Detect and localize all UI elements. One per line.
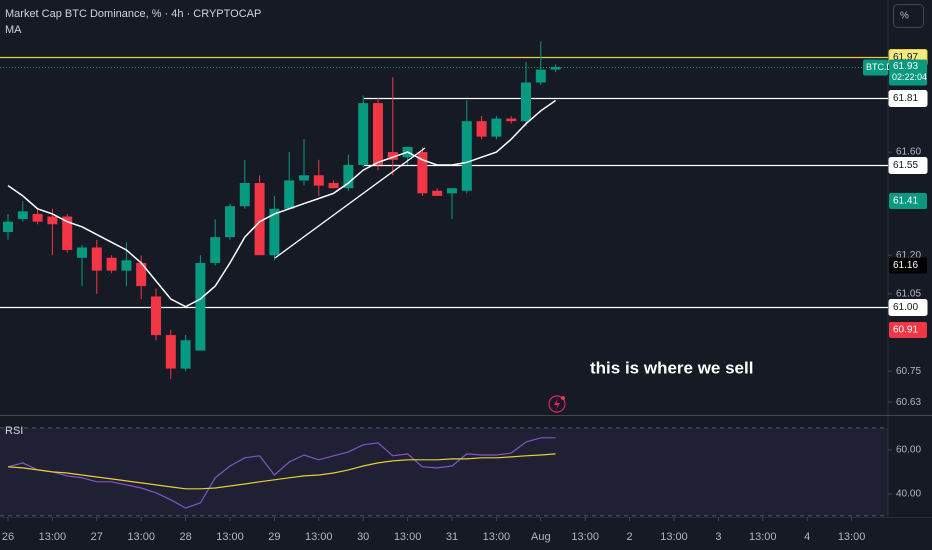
candle-body: [269, 208, 280, 256]
candle-body: [520, 82, 531, 122]
candle-body: [224, 206, 235, 238]
x-tick-label: 30: [357, 531, 369, 543]
annotation: this is where we sell: [590, 358, 753, 377]
candle-body: [47, 216, 58, 225]
rsi-title: RSI: [5, 425, 23, 437]
price-marker-label: 61.16: [893, 260, 918, 271]
level-label: 61.81: [893, 93, 918, 104]
price-marker-box: [889, 193, 927, 210]
candle-body: [476, 121, 487, 137]
x-tick-label: 3: [715, 531, 721, 543]
x-tick-label: 29: [268, 531, 280, 543]
x-tick-label: 13:00: [305, 531, 333, 543]
x-tick-label: 13:00: [838, 531, 866, 543]
candle-body: [91, 247, 102, 271]
level-label: 61.00: [893, 302, 918, 313]
y-tick-label: 61.60: [896, 147, 921, 158]
price-marker-box: [889, 321, 927, 338]
x-tick-label: 13:00: [749, 531, 777, 543]
candle-body: [535, 69, 546, 83]
candle-body: [180, 340, 191, 369]
candle-body: [239, 183, 250, 207]
level-label: 61.55: [893, 160, 918, 171]
candle-body: [17, 211, 28, 220]
level-label: 61.97: [893, 52, 918, 63]
candle-body: [446, 188, 457, 194]
rsi-ma-line: [7, 453, 556, 490]
x-tick-label: 27: [91, 531, 103, 543]
symbol-label: BTC.D: [866, 62, 894, 72]
symbol-box: [863, 59, 888, 76]
candle-body: [298, 175, 309, 181]
candle-body: [150, 296, 161, 336]
price-marker-label: 60.91: [893, 325, 918, 336]
y-tick-label: 61.05: [896, 288, 921, 299]
y-tick-label: 60.75: [896, 366, 921, 377]
candle-body: [343, 164, 354, 189]
x-tick-label: 2: [627, 531, 633, 543]
y-tick-label: 60.63: [896, 397, 921, 408]
candle-body: [136, 262, 147, 287]
x-tick-label: 13:00: [216, 531, 244, 543]
candle-body: [32, 213, 43, 222]
level-label-box: [888, 299, 928, 316]
indicator-label: MA: [5, 24, 22, 36]
alert-bolt: [554, 398, 560, 410]
candle-body: [210, 237, 221, 263]
x-tick-label: 13:00: [660, 531, 688, 543]
rsi-band: [0, 427, 888, 516]
alert-dot: [561, 396, 565, 400]
x-tick-label: 13:00: [571, 531, 599, 543]
unit-button[interactable]: [893, 4, 924, 28]
candle-body: [461, 121, 472, 191]
countdown: 02:22:04: [892, 72, 927, 82]
candle-body: [550, 67, 561, 70]
candle-body: [417, 152, 428, 194]
candle-body: [506, 118, 517, 122]
candle-body: [387, 152, 398, 160]
candle-body: [2, 221, 13, 232]
candle-body: [62, 216, 73, 251]
level-label-box: [888, 157, 928, 174]
rsi-tick-label: 40.00: [896, 489, 921, 500]
trend-line: [274, 147, 426, 259]
x-tick-label: 26: [2, 531, 14, 543]
x-tick-label: 13:00: [127, 531, 155, 543]
candle-body: [372, 103, 383, 165]
candle-body: [432, 190, 443, 196]
candle-body: [328, 183, 339, 189]
price-marker-label: 61.41: [893, 196, 918, 207]
x-tick-label: 4: [804, 531, 810, 543]
ma-line: [7, 99, 557, 308]
chart-title: Market Cap BTC Dominance, % · 4h · CRYPT…: [5, 8, 261, 20]
candle-body: [121, 260, 132, 271]
price-marker-box: [889, 257, 927, 274]
x-tick-label: 31: [446, 531, 458, 543]
candle-body: [491, 118, 502, 137]
candle-body: [165, 335, 176, 369]
unit-button-label[interactable]: %: [900, 11, 909, 22]
x-tick-label: 28: [179, 531, 191, 543]
last-price-label: 61.93: [893, 61, 918, 72]
x-tick-label: Aug: [531, 531, 551, 543]
alert-icon[interactable]: [548, 395, 566, 413]
candle-body: [284, 180, 295, 209]
candle-body: [358, 103, 369, 165]
level-label-box: [888, 90, 928, 107]
candle-body: [195, 262, 206, 351]
candle-body: [254, 183, 265, 256]
candle-body: [106, 257, 117, 271]
x-tick-label: 13:00: [394, 531, 422, 543]
rsi-tick-label: 60.00: [896, 445, 921, 456]
rsi-line: [7, 437, 556, 509]
candle-body: [76, 247, 87, 258]
x-tick-label: 13:00: [39, 531, 67, 543]
y-tick-label: 61.20: [896, 250, 921, 261]
candle-body: [313, 175, 324, 186]
x-tick-label: 13:00: [483, 531, 511, 543]
last-price-box: [889, 59, 927, 86]
